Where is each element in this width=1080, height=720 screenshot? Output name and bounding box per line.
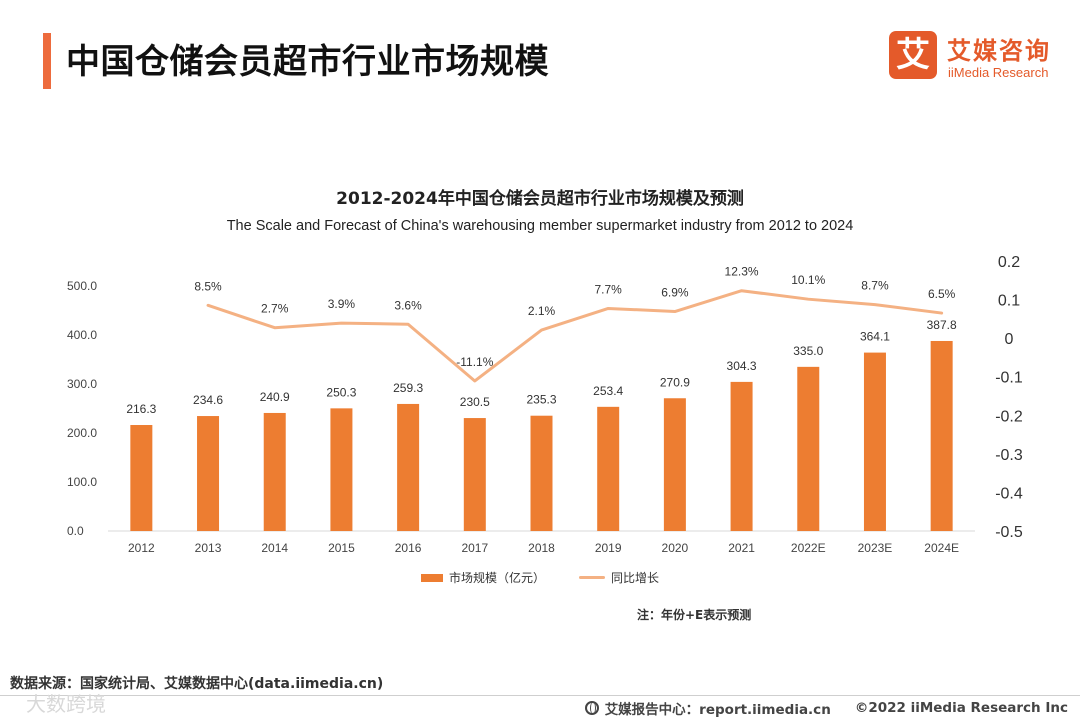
x-axis-tick: 2019: [595, 541, 622, 555]
logo-chinese-text: 艾媒咨询: [947, 37, 1051, 65]
left-axis-tick: 500.0: [67, 279, 97, 293]
x-axis-tick: 2015: [328, 541, 355, 555]
report-center-link[interactable]: 艾媒报告中心：report.iimedia.cn: [604, 702, 831, 718]
bar-series: [130, 340, 953, 531]
legend-item-growth: 同比增长: [579, 569, 659, 586]
left-axis-tick: 0.0: [67, 524, 84, 538]
bar: [663, 398, 686, 531]
iimedia-logo: 艾 艾媒咨询 iiMedia Research: [889, 31, 1064, 85]
bar-value-label: 216.3: [126, 402, 156, 416]
bar-value-label: 234.6: [193, 393, 223, 407]
bar: [263, 412, 286, 531]
growth-value-label: -11.1%: [456, 355, 493, 369]
legend-label-growth: 同比增长: [611, 571, 660, 585]
logo-mark-icon: 艾: [889, 31, 937, 79]
bar-value-label: 304.3: [727, 359, 757, 373]
forecast-note: 注：年份+E表示预测: [637, 608, 752, 622]
bar: [530, 415, 553, 531]
bar: [797, 366, 820, 531]
bar-value-label: 250.3: [326, 385, 356, 399]
x-axis-tick: 2018: [528, 541, 555, 555]
right-axis-tick: 0.2: [998, 254, 1020, 271]
bar-value-label: 230.5: [460, 395, 490, 409]
bar-value-label: 240.9: [260, 390, 290, 404]
growth-line: [206, 289, 944, 383]
x-axis-tick: 2016: [395, 541, 422, 555]
x-axis-tick: 2024E: [924, 541, 959, 555]
right-axis-tick: -0.4: [995, 485, 1023, 502]
growth-value-label: 10.1%: [791, 273, 825, 287]
growth-value-label: 8.5%: [194, 279, 222, 293]
right-axis-tick: 0.1: [998, 293, 1020, 310]
growth-value-label: 6.5%: [928, 287, 956, 301]
bar-value-label: 235.3: [526, 393, 556, 407]
x-axis-tick: 2012: [128, 541, 155, 555]
footer-info: 艾媒报告中心：report.iimedia.cn ©2022 iiMedia R…: [584, 698, 1068, 718]
chart-title: 2012-2024年中国仓储会员超市行业市场规模及预测: [336, 189, 744, 209]
bar: [930, 340, 953, 531]
bar: [730, 381, 753, 531]
growth-value-label: 12.3%: [725, 265, 759, 279]
x-axis-tick: 2021: [728, 541, 755, 555]
right-axis-tick: 0: [1005, 331, 1014, 348]
growth-line-series: [206, 289, 944, 383]
legend-label-market-size: 市场规模（亿元）: [448, 571, 545, 585]
right-y-axis: -0.5 -0.4 -0.3 -0.2 -0.1 0 0.1 0.2: [995, 254, 1023, 541]
bar: [197, 416, 220, 531]
right-axis-tick: -0.5: [995, 524, 1023, 541]
x-axis-tick: 2017: [461, 541, 488, 555]
x-axis-tick: 2020: [662, 541, 689, 555]
growth-value-label: 7.7%: [595, 282, 623, 296]
left-axis-tick: 200.0: [67, 426, 97, 440]
bar: [330, 408, 353, 531]
bar-value-labels: 216.3 234.6 240.9 250.3 259.3 230.5 235.3 253.4…: [126, 318, 957, 416]
legend-bar-swatch: [420, 573, 443, 582]
legend-item-market-size: 市场规模（亿元）: [420, 569, 545, 586]
legend-line-swatch: [579, 576, 605, 579]
x-axis-tick: 2023E: [858, 541, 893, 555]
growth-value-label: 6.9%: [661, 286, 689, 300]
chart-legend: 市场规模（亿元） 同比增长: [0, 569, 1080, 586]
growth-value-labels: 8.5% 2.7% 3.9% 3.6% -11.1% 2.1% 7.7% 6.9% 12.3% 1…: [194, 265, 955, 369]
left-axis-tick: 400.0: [67, 328, 97, 342]
growth-value-label: 8.7%: [861, 279, 889, 293]
x-axis-tick: 2022E: [791, 541, 826, 555]
bar-value-label: 364.1: [860, 330, 890, 344]
bar: [863, 352, 886, 531]
bar-value-label: 259.3: [393, 381, 423, 395]
footer-divider: [0, 695, 1080, 696]
bar: [130, 425, 153, 531]
bar-value-label: 253.4: [593, 384, 623, 398]
bar: [463, 418, 486, 531]
data-source: 数据来源：国家统计局、艾媒数据中心(data.iimedia.cn): [10, 676, 384, 692]
right-axis-tick: -0.3: [995, 447, 1023, 464]
growth-value-label: 3.6%: [394, 298, 422, 312]
bar: [597, 406, 620, 531]
x-axis-tick-labels: 2012 2013 2014 2015 2016 2017 2018 2019 2020 2021…: [128, 541, 959, 555]
globe-icon: [584, 701, 599, 715]
left-axis-tick: 100.0: [67, 475, 97, 489]
x-axis-tick: 2013: [195, 541, 222, 555]
growth-value-label: 2.1%: [528, 304, 556, 318]
growth-value-label: 3.9%: [328, 297, 356, 311]
growth-value-label: 2.7%: [261, 302, 289, 316]
page-title: 中国仓储会员超市行业市场规模: [66, 42, 549, 82]
left-axis-tick: 300.0: [67, 377, 97, 391]
watermark-text: 大数跨境: [26, 692, 106, 716]
bar: [397, 403, 420, 531]
right-axis-tick: -0.1: [995, 370, 1023, 387]
copyright-text: ©2022 iiMedia Research Inc: [854, 700, 1068, 716]
chart-subtitle: The Scale and Forecast of China's wareho…: [226, 218, 854, 234]
x-axis-tick: 2014: [261, 541, 288, 555]
bar-value-label: 270.9: [660, 375, 690, 389]
right-axis-tick: -0.2: [995, 408, 1023, 425]
bar-value-label: 335.0: [793, 344, 823, 358]
logo-english-text: iiMedia Research: [948, 65, 1049, 80]
left-y-axis: 0.0 100.0 200.0 300.0 400.0 500.0: [67, 279, 97, 538]
title-accent-bar: [43, 33, 51, 89]
bar-value-label: 387.8: [927, 318, 957, 332]
